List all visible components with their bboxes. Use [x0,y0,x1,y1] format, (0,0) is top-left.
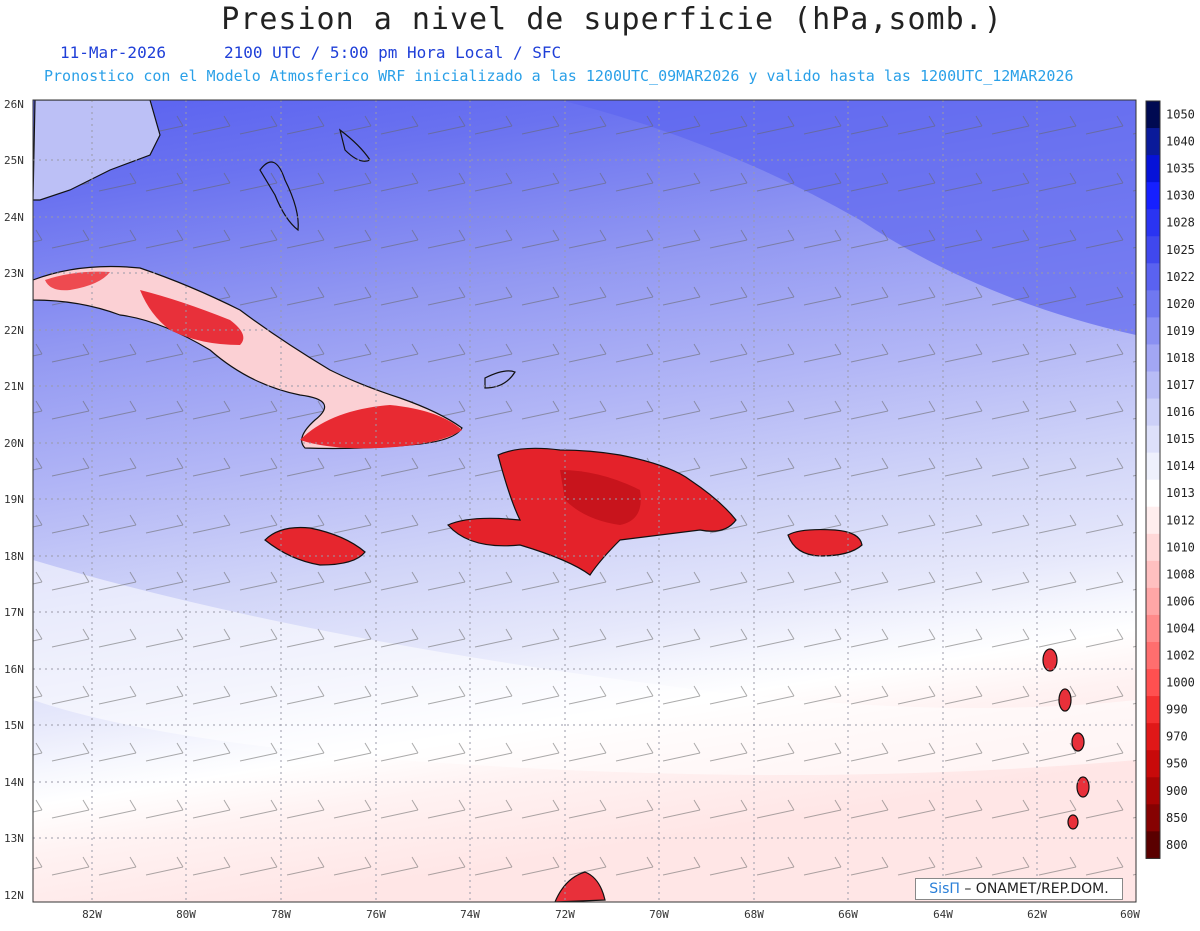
colorbar-label: 1014 [1166,459,1195,473]
colorbar-swatch [1146,452,1160,481]
colorbar-swatch [1146,587,1160,616]
lat-label: 19N [4,493,24,506]
colorbar-swatch [1146,263,1160,291]
lon-label: 80W [176,908,196,921]
colorbar-label: 1010 [1166,540,1195,554]
colorbar-swatch [1146,128,1160,156]
lon-label: 66W [838,908,858,921]
lon-label: 78W [271,908,291,921]
lat-label: 20N [4,437,24,450]
colorbar-swatch [1146,479,1160,508]
colorbar-swatch [1146,669,1160,697]
colorbar-label: 1012 [1166,513,1195,527]
lat-label: 25N [4,154,24,167]
credit-box: SisΠ – ONAMET/REP.DOM. [915,878,1123,900]
colorbar-frame [1145,100,1161,859]
colorbar-label: 1016 [1166,405,1195,419]
colorbar-label: 1008 [1166,567,1195,581]
colorbar-swatch [1146,560,1160,589]
colorbar-swatch [1146,614,1160,643]
colorbar-swatch [1146,344,1160,372]
colorbar-swatch [1146,371,1160,400]
colorbar-label: 850 [1166,811,1188,825]
colorbar-label: 1015 [1166,432,1195,446]
colorbar-label: 1025 [1166,243,1195,257]
colorbar-swatch [1146,831,1160,859]
colorbar-swatch [1146,533,1160,562]
lon-label: 70W [649,908,669,921]
lon-label: 64W [933,908,953,921]
pressure-field [33,100,1136,902]
colorbar-label: 1020 [1166,297,1195,311]
valid-time: 2100 UTC / 5:00 pm Hora Local / SFC [223,43,562,62]
colorbar-swatch [1146,750,1160,778]
map-title: Presion a nivel de superficie (hPa,somb.… [221,2,1003,37]
lat-axis: 26N 25N 24N 23N 22N 21N 20N 19N 18N 17N … [4,98,24,902]
model-subtitle: Pronostico con el Modelo Atmosferico WRF… [44,67,1074,85]
colorbar-swatch [1146,398,1160,427]
colorbar-label: 1006 [1166,594,1195,608]
colorbar-swatch [1146,723,1160,751]
colorbar-swatch [1146,696,1160,724]
lat-label: 21N [4,380,24,393]
lon-label: 68W [744,908,764,921]
colorbar-swatch [1146,777,1160,805]
colorbar-label: 1018 [1166,351,1195,365]
lon-label: 74W [460,908,480,921]
colorbar-label: 1022 [1166,270,1195,284]
colorbar-swatch [1146,182,1160,210]
colorbar-label: 1030 [1166,189,1195,203]
colorbar-swatch [1146,101,1160,129]
colorbar-label: 1040 [1166,135,1195,149]
lon-label: 72W [555,908,575,921]
colorbar-label: 950 [1166,757,1188,771]
colorbar-swatch [1146,209,1160,237]
colorbar-label: 990 [1166,703,1188,717]
colorbar-label: 970 [1166,730,1188,744]
colorbar-label: 1013 [1166,486,1195,500]
lon-label: 60W [1120,908,1140,921]
sisp-logo-text: SisΠ [929,881,960,897]
colorbar-label: 1035 [1166,162,1195,176]
lon-label: 76W [366,908,386,921]
colorbar-label: 1000 [1166,676,1195,690]
colorbar-label: 1028 [1166,216,1195,230]
colorbar-swatch [1146,290,1160,318]
colorbar-swatch [1146,425,1160,454]
colorbar-swatch [1146,642,1160,670]
land-masses [33,100,1090,902]
colorbar-label: 1050 [1166,108,1195,122]
colorbar-label: 900 [1166,784,1188,798]
lat-label: 18N [4,550,24,563]
lat-label: 26N [4,98,24,111]
colorbar-swatch [1146,804,1160,832]
lon-axis: 82W 80W 78W 76W 74W 72W 70W 68W 66W 64W … [82,908,1140,921]
lat-label: 15N [4,719,24,732]
colorbar-swatch [1146,155,1160,183]
lat-label: 14N [4,776,24,789]
lat-label: 22N [4,324,24,337]
lat-label: 13N [4,832,24,845]
colorbar-label: 1017 [1166,378,1195,392]
credit-text: – ONAMET/REP.DOM. [964,881,1109,897]
lon-label: 62W [1027,908,1047,921]
colorbar-label: 800 [1166,838,1188,852]
lat-label: 23N [4,267,24,280]
colorbar-label: 1019 [1166,324,1195,338]
colorbar-swatch [1146,236,1160,264]
forecast-time-line: 11-Mar-2026 2100 UTC / 5:00 pm Hora Local… [60,43,561,62]
colorbar: 1050 1040 1035 1030 1028 1025 1022 1020 1019 1018… [1145,100,1195,859]
forecast-date: 11-Mar-2026 [60,43,166,62]
lat-label: 24N [4,211,24,224]
lat-label: 17N [4,606,24,619]
colorbar-swatch [1146,317,1160,345]
lat-label: 12N [4,889,24,902]
colorbar-label: 1004 [1166,621,1195,635]
lon-label: 82W [82,908,102,921]
colorbar-label: 1002 [1166,649,1195,663]
colorbar-swatch [1146,506,1160,535]
lat-label: 16N [4,663,24,676]
